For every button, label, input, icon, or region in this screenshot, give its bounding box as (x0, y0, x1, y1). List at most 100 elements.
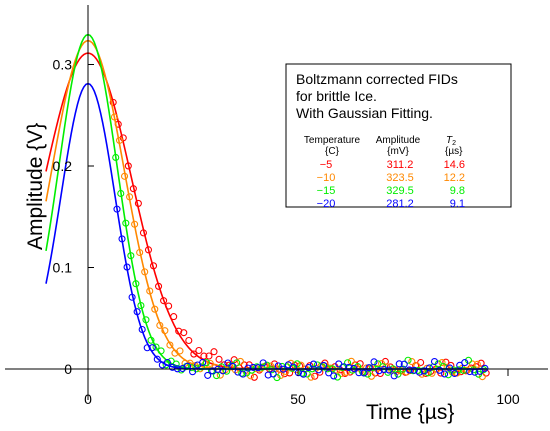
legend-frame (285, 63, 512, 208)
data-point (206, 359, 214, 367)
data-point (297, 361, 305, 369)
data-point (273, 374, 281, 382)
data-point (298, 369, 306, 377)
data-point (244, 364, 252, 372)
data-point (249, 363, 257, 371)
legend-temperature: −10 (317, 172, 336, 184)
data-point (299, 370, 308, 378)
legend-header-amplitude: Amplitude (376, 135, 421, 146)
legend-temperature: −20 (317, 198, 336, 210)
data-point (277, 371, 285, 379)
data-point (219, 367, 227, 375)
data-point (441, 370, 449, 378)
legend-t2: 14.6 (444, 159, 465, 171)
data-point (438, 359, 446, 367)
x-axis-title: Time {µs} (366, 401, 454, 424)
legend-header-temperature-unit: {C} (325, 146, 340, 157)
data-point (315, 366, 323, 374)
data-point (195, 346, 203, 355)
data-point (269, 370, 277, 378)
legend-t2: 9.1 (450, 198, 465, 210)
data-point (224, 359, 232, 367)
data-point (333, 373, 342, 381)
legend-header-t2: T2 (446, 135, 456, 147)
data-point (303, 370, 311, 378)
legend-row: −5 311.2 14.6 (320, 159, 465, 171)
data-point (259, 359, 267, 367)
legend-temperature: −15 (317, 185, 336, 197)
data-point (238, 369, 246, 377)
data-point (253, 363, 261, 371)
data-point (388, 366, 396, 374)
data-point (304, 364, 313, 372)
data-point (309, 360, 318, 368)
data-point (360, 369, 368, 377)
data-point (307, 373, 315, 381)
data-point (205, 352, 213, 360)
data-point (417, 358, 425, 367)
legend-amplitude: 281.2 (386, 198, 414, 210)
legend-amplitude: 329.5 (386, 185, 414, 197)
data-point (390, 372, 398, 380)
y-tick-label: 0.2 (53, 158, 73, 174)
data-point (394, 370, 402, 378)
data-point (185, 336, 193, 345)
ticks: 0 50 100 0 0.1 0.2 0.3 (53, 57, 520, 408)
data-point (449, 366, 457, 374)
data-point (152, 343, 160, 351)
data-point (341, 369, 349, 377)
legend-amplitude: 323.5 (386, 172, 414, 184)
data-point (197, 363, 205, 371)
legend-row: −15 329.5 9.8 (317, 185, 465, 197)
data-point (311, 372, 319, 380)
data-point (420, 367, 428, 375)
legend-header-t2-unit: {µs} (445, 146, 463, 157)
data-point (404, 356, 412, 364)
data-point (461, 359, 469, 367)
data-point (405, 366, 413, 374)
data-point (330, 372, 338, 380)
data-point (370, 358, 378, 366)
data-point (395, 360, 403, 368)
data-point (367, 372, 376, 380)
data-point (254, 364, 262, 372)
data-point (385, 366, 393, 374)
legend-header-temperature: Temperature (304, 135, 361, 146)
data-point (332, 366, 340, 374)
data-point (264, 371, 272, 379)
y-tick-label: 0 (64, 361, 72, 377)
data-point (374, 360, 382, 368)
data-point (199, 358, 207, 367)
y-axis-title: Amplitude {V} (24, 123, 47, 250)
legend-title-line-1: Boltzmann corrected FIDs (296, 71, 458, 87)
legend-t2: 12.2 (444, 172, 465, 184)
data-point (236, 357, 245, 365)
legend-row: −10 323.5 12.2 (317, 172, 465, 184)
data-point (477, 359, 485, 367)
data-point (400, 360, 408, 368)
data-point (364, 370, 372, 378)
legend-title-line-3: With Gaussian Fitting. (296, 105, 433, 121)
data-point (153, 355, 161, 363)
data-point (325, 369, 333, 377)
data-point (209, 367, 217, 375)
legend-t2: 9.8 (450, 185, 465, 197)
data-point (408, 358, 416, 366)
legend-title-line-2: for brittle Ice. (296, 88, 377, 104)
axes (5, 5, 548, 400)
legend-header-amplitude-unit: {mV} (387, 146, 409, 157)
data-point (270, 360, 279, 368)
data-point (289, 363, 297, 371)
legend-rows: −5 311.2 14.6 −10 323.5 12.2 −15 329.5 9.8 −20 281… (317, 159, 465, 210)
y-tick-label: 0.1 (53, 260, 73, 276)
legend-amplitude: 311.2 (387, 159, 414, 171)
data-point (378, 360, 386, 368)
data-point (365, 364, 373, 372)
data-point (347, 357, 355, 365)
data-point (375, 367, 383, 375)
data-point (430, 357, 439, 366)
data-point (344, 359, 352, 367)
data-point (425, 364, 434, 372)
data-point (464, 356, 473, 364)
